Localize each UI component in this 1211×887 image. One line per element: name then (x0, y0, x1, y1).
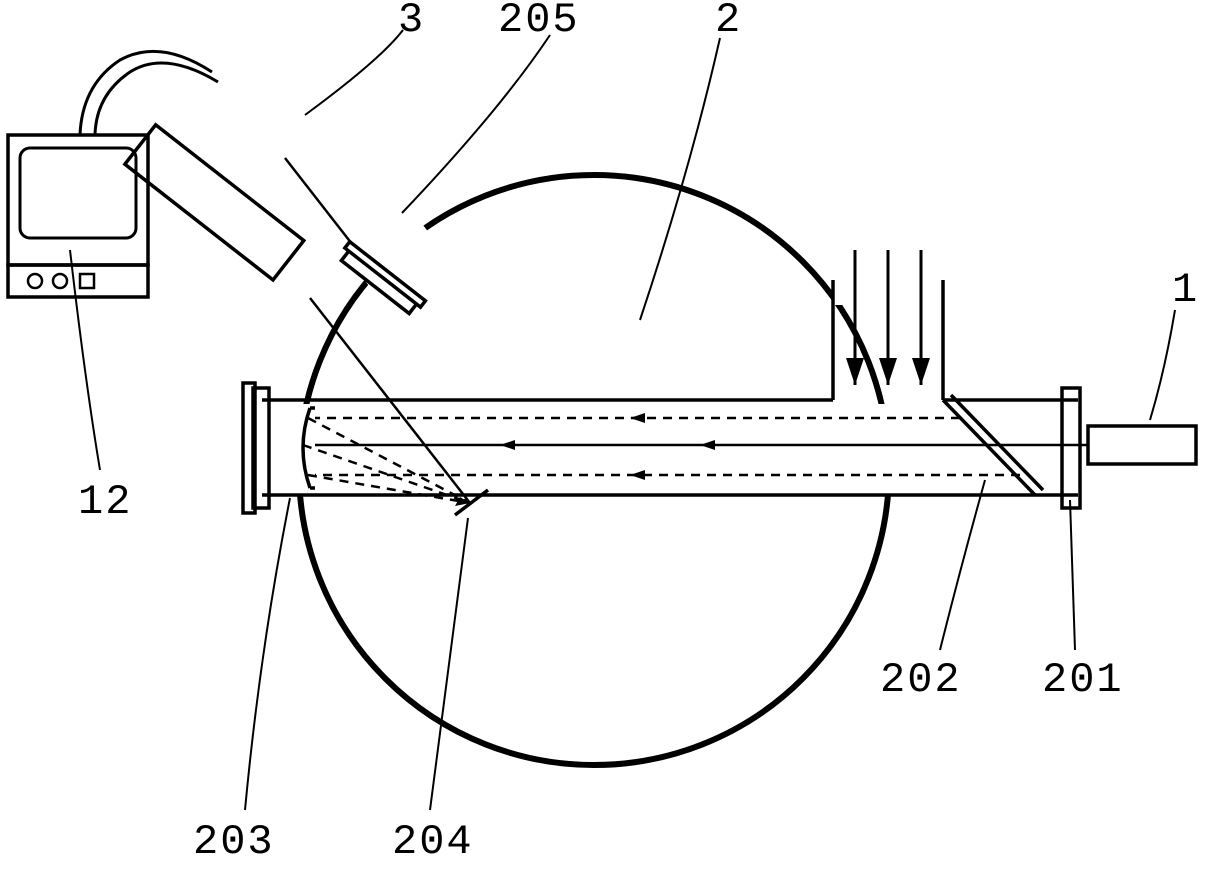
label-204: 204 (392, 818, 474, 866)
label-12: 12 (78, 478, 132, 526)
label-1: 1 (1172, 266, 1199, 314)
label-202: 202 (880, 656, 962, 704)
label-201: 201 (1042, 656, 1124, 704)
label-203: 203 (193, 818, 275, 866)
diagram-svg (0, 0, 1211, 887)
label-205: 205 (498, 0, 580, 44)
label-3: 3 (398, 0, 425, 44)
schematic-diagram: 3 205 2 1 12 202 201 203 204 (0, 0, 1211, 887)
label-2: 2 (715, 0, 742, 44)
